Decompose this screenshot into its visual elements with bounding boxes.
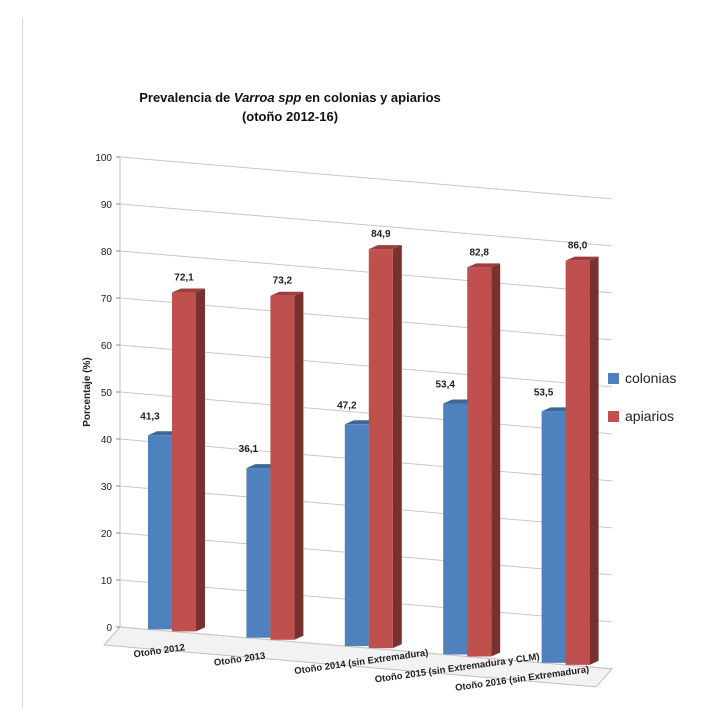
y-tick-label-70: 70 xyxy=(101,294,113,305)
bar-colonias-otono-2014-sin-extremadura xyxy=(344,424,369,647)
gridline-90 xyxy=(119,203,613,247)
gridline-0 xyxy=(119,626,613,670)
bar-side-apiarios-otono-2012 xyxy=(196,288,205,632)
y-tick-label-90: 90 xyxy=(101,200,113,211)
legend-swatch-colonias xyxy=(608,372,619,384)
bar-side-apiarios-otono-2013 xyxy=(294,291,304,640)
bar-colonias-otono-2013 xyxy=(246,468,271,638)
bar-side-apiarios-otono-2014-sin-extremadura xyxy=(392,245,402,649)
chart-title-prefix: Prevalencia de xyxy=(139,90,234,105)
y-tick-label-30: 30 xyxy=(101,482,113,493)
legend-label-apiarios: apiarios xyxy=(625,408,675,424)
y-tick-label-10: 10 xyxy=(101,576,113,587)
y-tick-label-0: 0 xyxy=(106,623,112,634)
bar-apiarios-otono-2015-sin-extremadura-y-clm xyxy=(467,267,492,657)
bar-side-apiarios-otono-2016-sin-extremadura xyxy=(589,256,599,665)
data-label-colonias-otono-2012: 41,3 xyxy=(140,411,160,422)
y-tick-label-40: 40 xyxy=(101,435,113,446)
y-tick-label-60: 60 xyxy=(101,341,113,352)
gridline-80 xyxy=(119,250,613,294)
legend-label-colonias: colonias xyxy=(625,370,677,386)
data-label-colonias-otono-2016-sin-extremadura: 53,5 xyxy=(534,387,554,398)
data-label-apiarios-otono-2016-sin-extremadura: 86,0 xyxy=(568,241,588,252)
chart-title: Prevalencia de Varroa spp en colonias y … xyxy=(120,88,460,126)
chart-title-italic: Varroa spp xyxy=(233,90,302,105)
data-label-apiarios-otono-2014-sin-extremadura: 84,9 xyxy=(371,229,391,240)
data-label-apiarios-otono-2015-sin-extremadura-y-clm: 82,8 xyxy=(469,247,489,258)
page-left-rule xyxy=(22,18,23,708)
gridline-100 xyxy=(119,156,613,200)
bar-apiarios-otono-2016-sin-extremadura xyxy=(565,260,590,665)
bar-top-apiarios-otono-2012 xyxy=(172,288,205,293)
y-tick-label-100: 100 xyxy=(95,153,112,164)
legend: colonias apiarios xyxy=(608,368,676,444)
data-label-colonias-otono-2014-sin-extremadura: 47,2 xyxy=(337,400,357,411)
y-tick-label-20: 20 xyxy=(101,529,113,540)
bar-colonias-otono-2012 xyxy=(148,435,172,630)
y-tick-label-80: 80 xyxy=(101,247,113,258)
bar-apiarios-otono-2013 xyxy=(270,295,295,640)
legend-swatch-apiarios xyxy=(608,410,619,422)
bar-apiarios-otono-2012 xyxy=(172,292,196,632)
data-label-colonias-otono-2013: 36,1 xyxy=(239,444,259,455)
legend-item-apiarios: apiarios xyxy=(608,406,676,426)
bar-side-apiarios-otono-2015-sin-extremadura-y-clm xyxy=(491,263,501,657)
chart-title-suffix: en colonias y apiarios xyxy=(301,90,441,105)
bar-top-apiarios-otono-2014-sin-extremadura xyxy=(368,245,402,250)
bar-top-apiarios-otono-2016-sin-extremadura xyxy=(565,256,599,261)
bar-top-apiarios-otono-2015-sin-extremadura-y-clm xyxy=(467,263,501,268)
y-axis-label: Porcentaje (%) xyxy=(82,357,93,426)
chart-title-line2: (otoño 2012-16) xyxy=(241,109,339,124)
bar-colonias-otono-2015-sin-extremadura-y-clm xyxy=(443,403,468,655)
y-tick-label-50: 50 xyxy=(101,388,113,399)
bar-top-apiarios-otono-2013 xyxy=(270,291,304,296)
data-label-colonias-otono-2015-sin-extremadura-y-clm: 53,4 xyxy=(435,379,455,390)
data-label-apiarios-otono-2012: 72,1 xyxy=(174,273,194,284)
legend-item-colonias: colonias xyxy=(608,368,676,388)
bar-colonias-otono-2016-sin-extremadura xyxy=(541,411,566,663)
bar-apiarios-otono-2014-sin-extremadura xyxy=(368,249,393,649)
data-label-apiarios-otono-2013: 73,2 xyxy=(273,276,293,287)
